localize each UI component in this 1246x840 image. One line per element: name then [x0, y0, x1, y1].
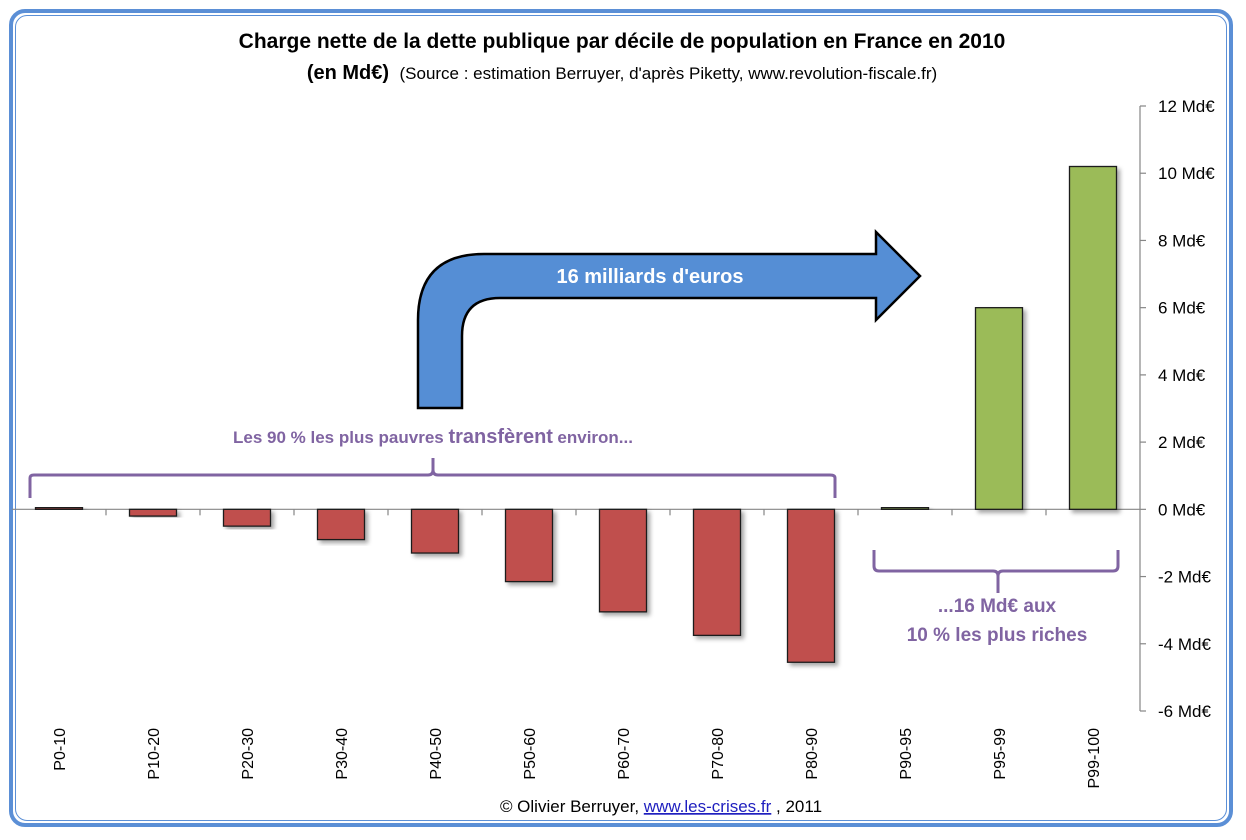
- y-tick-label: 12 Md€: [1158, 97, 1215, 116]
- x-tick-label: P10-20: [146, 728, 163, 780]
- credit-line: © Olivier Berruyer, www.les-crises.fr , …: [500, 797, 822, 816]
- x-tick-label: P70-80: [710, 728, 727, 780]
- bar-p0-10: [34, 507, 84, 510]
- bar-p60-70: [598, 508, 648, 613]
- x-tick-label: P90-95: [898, 728, 915, 780]
- right-brace-label-line2: 10 % les plus riches: [907, 625, 1088, 646]
- x-tick-label: P99-100: [1086, 728, 1103, 789]
- x-tick-label: P20-30: [240, 728, 257, 780]
- bar-p50-60: [504, 508, 554, 583]
- y-tick-label: -6 Md€: [1158, 702, 1211, 721]
- chart-subtitle-source: (Source : estimation Berruyer, d'après P…: [399, 64, 937, 83]
- credit-prefix: © Olivier Berruyer,: [500, 797, 644, 816]
- x-tick-label: P95-99: [992, 728, 1009, 780]
- bar-p30-40: [316, 508, 366, 541]
- x-tick-labels: P0-10 P10-20 P20-30 P30-40 P40-50 P50-60 P60-7…: [52, 728, 1103, 789]
- right-brace-label-line1: ...16 Md€ aux: [938, 596, 1057, 617]
- y-axis: 12 Md€ 10 Md€ 8 Md€ 6 Md€ 4 Md€ 2 Md€ 0 Md€ -2 …: [1139, 97, 1215, 721]
- y-tick-label: 4 Md€: [1158, 366, 1206, 385]
- x-tick-label: P50-60: [522, 728, 539, 780]
- bar-p20-30: [222, 508, 272, 527]
- bar-p40-50: [410, 508, 460, 554]
- y-tick-label: -4 Md€: [1158, 635, 1211, 654]
- x-tick-label: P40-50: [428, 728, 445, 780]
- transfer-arrow: [416, 228, 922, 410]
- y-tick-label: 2 Md€: [1158, 433, 1206, 452]
- bar-p70-80: [692, 508, 742, 637]
- y-tick-label: 8 Md€: [1158, 231, 1206, 250]
- x-tick-label: P0-10: [52, 728, 69, 771]
- x-tick-label: P60-70: [616, 728, 633, 780]
- y-tick-label: 0 Md€: [1158, 500, 1206, 519]
- x-tick-label: P80-90: [804, 728, 821, 780]
- bar-p10-20: [128, 508, 178, 517]
- left-brace: [28, 458, 837, 498]
- right-brace: [872, 550, 1120, 593]
- chart-frame: [9, 9, 1233, 827]
- chart-subtitle: (en Md€) (Source : estimation Berruyer, …: [307, 62, 937, 84]
- y-tick-label: 10 Md€: [1158, 164, 1215, 183]
- bar-p90-95: [880, 507, 930, 510]
- credit-suffix: , 2011: [776, 797, 822, 816]
- bar-p80-90: [786, 508, 836, 663]
- left-brace-label: Les 90 % les plus pauvres transfèrent en…: [233, 426, 633, 448]
- credit-link[interactable]: www.les-crises.fr: [643, 797, 772, 816]
- x-tick-label: P30-40: [334, 728, 351, 780]
- y-tick-label: -2 Md€: [1158, 568, 1211, 587]
- bar-p95-99: [974, 307, 1024, 510]
- x-axis: [12, 508, 1140, 516]
- chart-title: Charge nette de la dette publique par dé…: [239, 30, 1006, 53]
- arrow-label: 16 milliards d'euros: [556, 266, 743, 288]
- bars: [34, 165, 1118, 663]
- y-tick-label: 6 Md€: [1158, 299, 1206, 318]
- chart-subtitle-unit: (en Md€): [307, 62, 389, 84]
- chart-frame-inner: [15, 15, 1227, 821]
- bar-p99-100: [1068, 165, 1118, 510]
